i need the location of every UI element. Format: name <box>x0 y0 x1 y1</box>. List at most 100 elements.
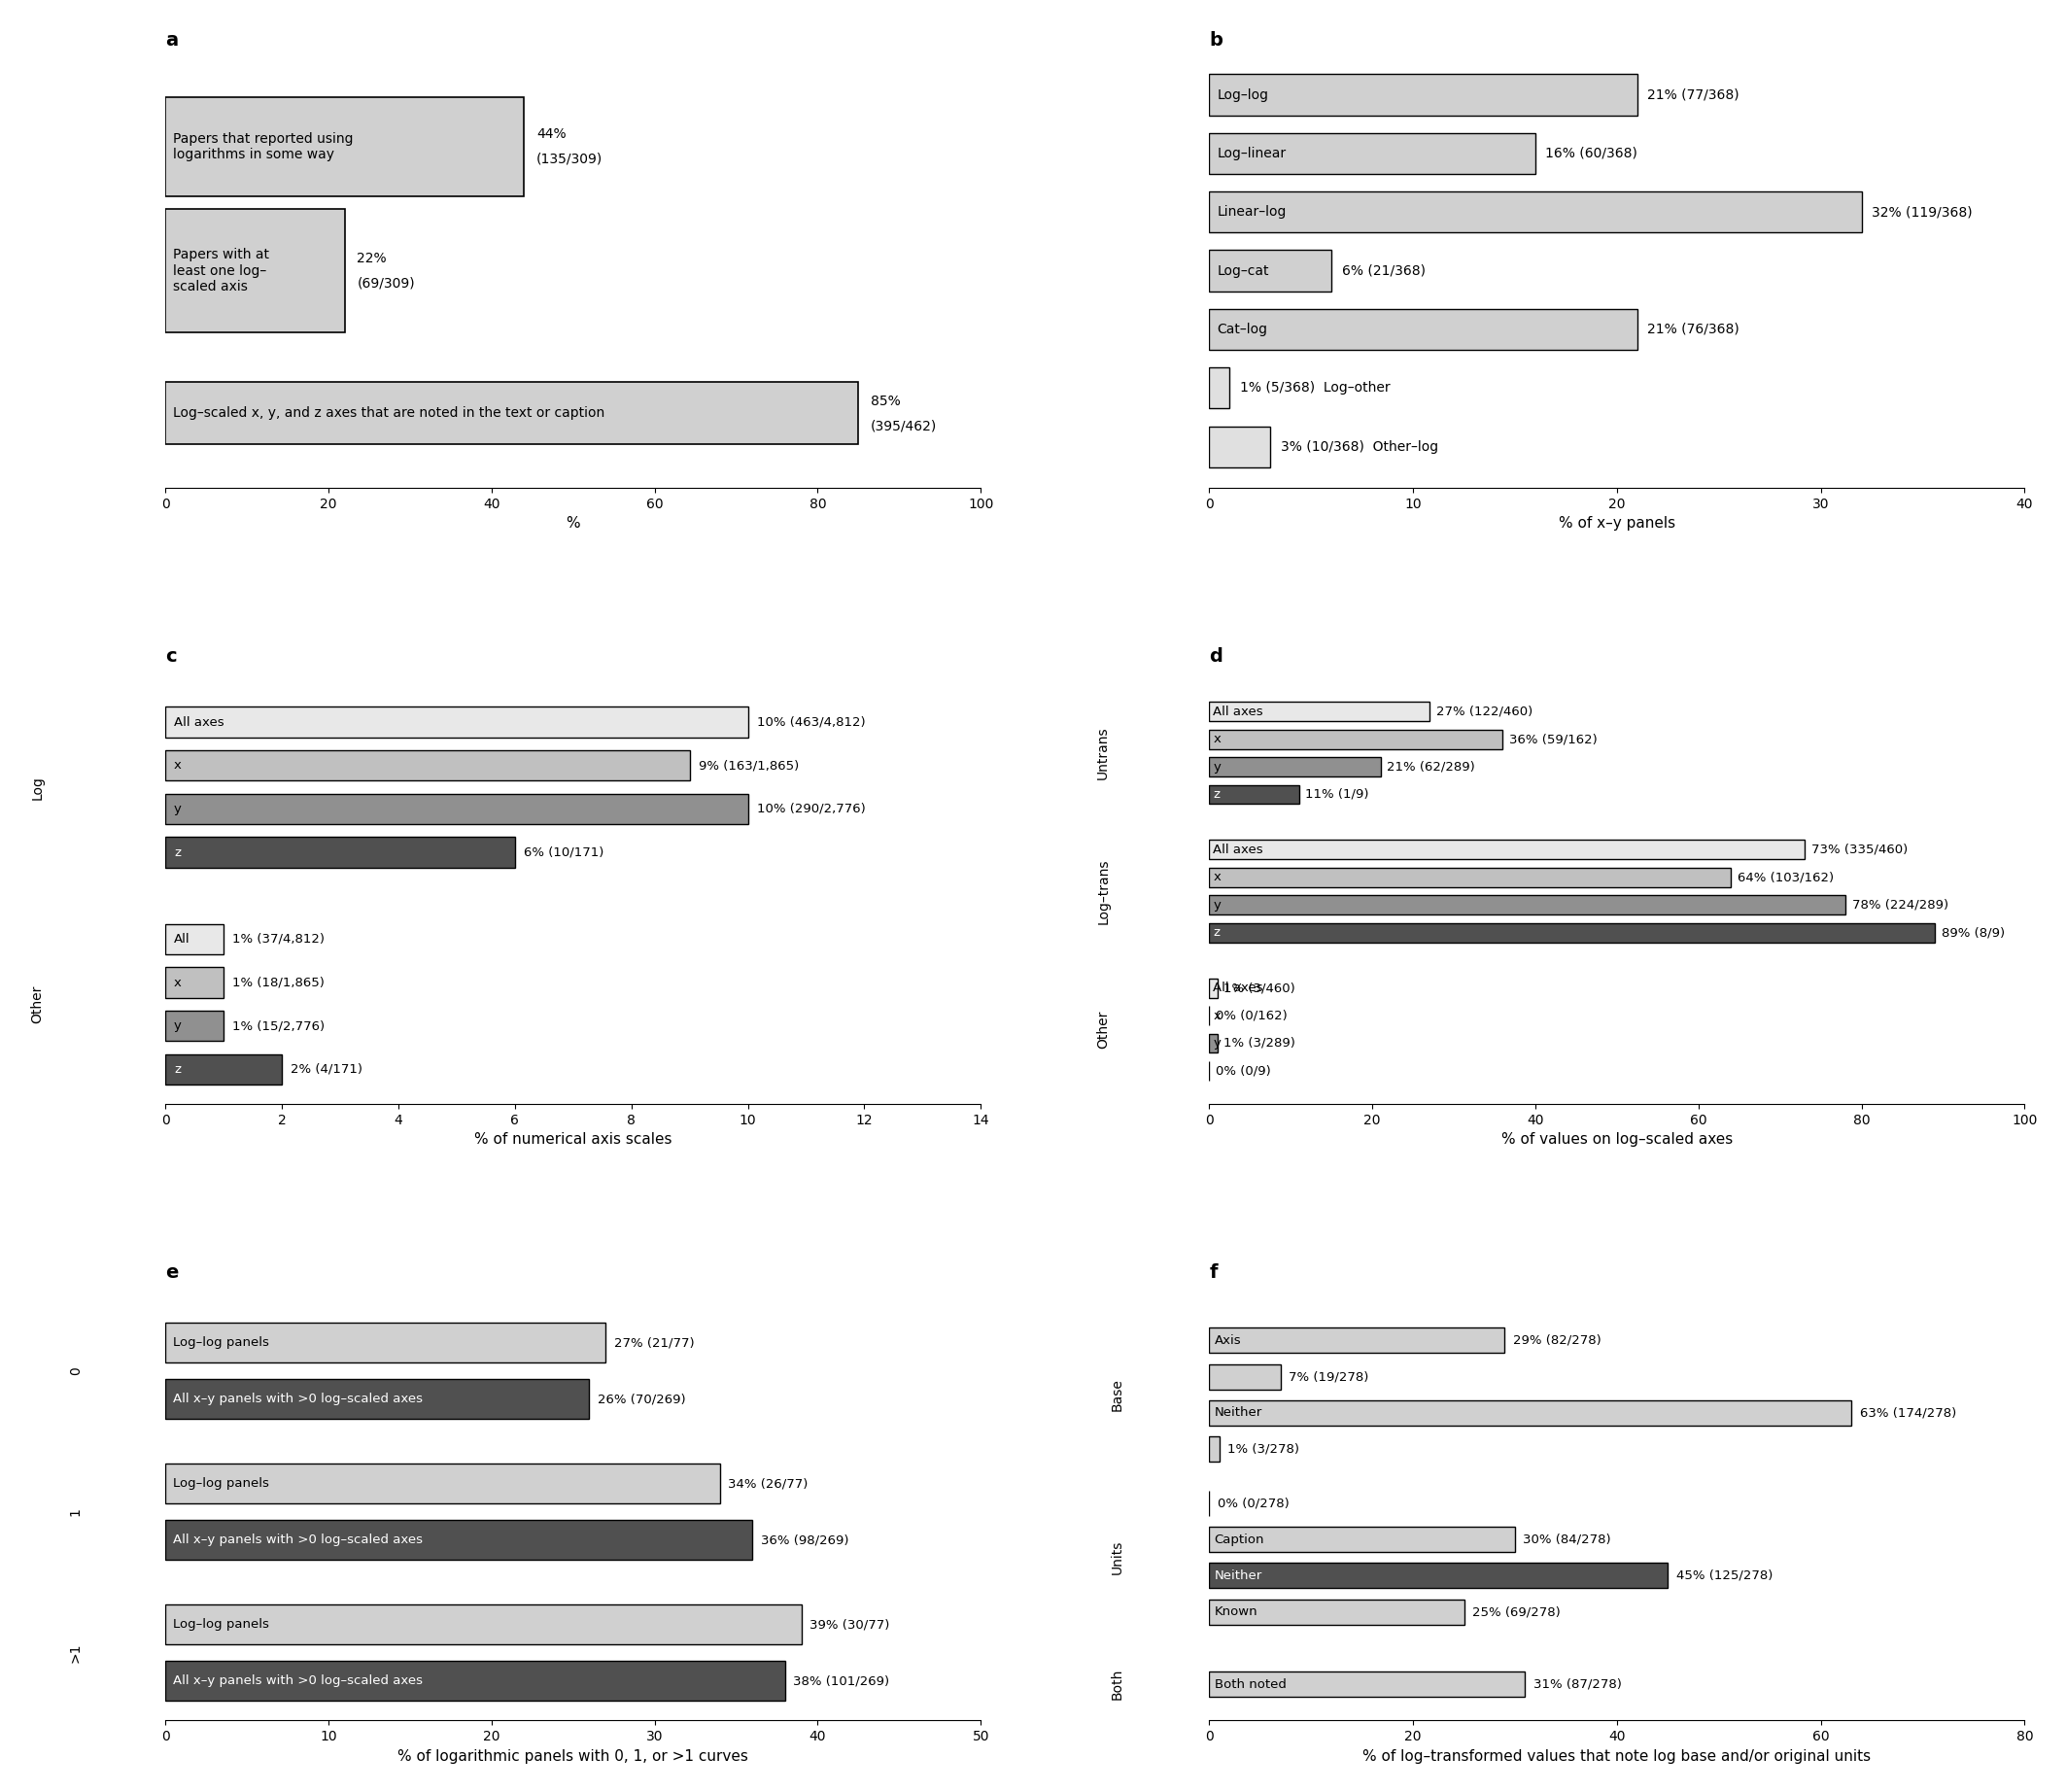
Text: 0% (0/9): 0% (0/9) <box>1215 1064 1271 1077</box>
Text: Neither: Neither <box>1215 1570 1262 1582</box>
Text: Other: Other <box>31 986 43 1023</box>
Text: e: e <box>165 1263 178 1281</box>
Bar <box>1209 702 1430 720</box>
Text: All x–y panels with >0 log–scaled axes: All x–y panels with >0 log–scaled axes <box>174 1392 424 1405</box>
Text: Log–linear: Log–linear <box>1217 147 1287 159</box>
Bar <box>1209 729 1502 749</box>
X-axis label: % of logarithmic panels with 0, 1, or >1 curves: % of logarithmic panels with 0, 1, or >1… <box>397 1749 748 1763</box>
Text: Papers with at
least one log–
scaled axis: Papers with at least one log– scaled axi… <box>174 249 271 294</box>
Text: 34% (26/77): 34% (26/77) <box>727 1477 808 1489</box>
Bar <box>1209 1563 1667 1588</box>
Text: 63% (174/278): 63% (174/278) <box>1859 1407 1957 1419</box>
Text: y: y <box>1213 900 1221 912</box>
Text: Neither: Neither <box>1215 1407 1262 1419</box>
Text: z: z <box>1213 926 1221 939</box>
Bar <box>1209 192 1861 233</box>
X-axis label: % of numerical axis scales: % of numerical axis scales <box>475 1133 671 1147</box>
Text: Log–scaled x, y, and z axes that are noted in the text or caption: Log–scaled x, y, and z axes that are not… <box>174 407 605 419</box>
Text: (135/309): (135/309) <box>537 152 603 167</box>
Text: f: f <box>1209 1263 1217 1281</box>
Text: All x–y panels with >0 log–scaled axes: All x–y panels with >0 log–scaled axes <box>174 1534 424 1546</box>
Text: Log–log panels: Log–log panels <box>174 1337 269 1349</box>
Bar <box>165 1661 785 1701</box>
Text: y: y <box>174 803 182 815</box>
Text: All: All <box>174 934 190 946</box>
Text: 45% (125/278): 45% (125/278) <box>1676 1570 1773 1582</box>
Text: 39% (30/77): 39% (30/77) <box>810 1618 890 1631</box>
Text: a: a <box>165 30 178 50</box>
Text: Both: Both <box>1112 1668 1124 1701</box>
Text: 1% (3/289): 1% (3/289) <box>1223 1038 1295 1050</box>
Bar <box>1209 1672 1525 1697</box>
Text: Units: Units <box>1112 1541 1124 1575</box>
Bar <box>1209 785 1300 805</box>
Bar <box>165 1322 605 1362</box>
Text: d: d <box>1209 647 1223 667</box>
Bar <box>1209 896 1845 914</box>
Bar <box>165 1011 223 1041</box>
X-axis label: %: % <box>566 516 581 530</box>
Text: 36% (59/162): 36% (59/162) <box>1510 733 1597 745</box>
Text: Caption: Caption <box>1215 1534 1264 1546</box>
Bar <box>165 968 223 998</box>
Text: 10% (463/4,812): 10% (463/4,812) <box>756 715 866 728</box>
Bar <box>1209 251 1331 292</box>
Bar <box>1209 923 1936 943</box>
Text: 21% (62/289): 21% (62/289) <box>1386 760 1475 772</box>
Text: z: z <box>174 1063 182 1075</box>
Text: Axis: Axis <box>1215 1335 1242 1348</box>
Text: 78% (224/289): 78% (224/289) <box>1851 900 1948 912</box>
Bar <box>165 97 525 197</box>
Text: 1% (3/278): 1% (3/278) <box>1227 1443 1300 1455</box>
Text: Log–log: Log–log <box>1217 88 1269 102</box>
Text: Known: Known <box>1215 1606 1258 1618</box>
Bar <box>1209 1400 1851 1426</box>
Bar <box>1209 1328 1504 1353</box>
Text: 9% (163/1,865): 9% (163/1,865) <box>698 760 800 772</box>
Text: Log: Log <box>31 776 43 799</box>
Text: 30% (84/278): 30% (84/278) <box>1523 1534 1611 1546</box>
Bar <box>165 1520 752 1559</box>
Bar <box>165 751 690 781</box>
Bar <box>165 1606 802 1645</box>
Text: (69/309): (69/309) <box>357 276 415 290</box>
Text: Base: Base <box>1112 1378 1124 1412</box>
Text: 2% (4/171): 2% (4/171) <box>291 1063 362 1075</box>
Text: c: c <box>165 647 176 667</box>
Bar <box>1209 133 1535 174</box>
Text: 1% (18/1,865): 1% (18/1,865) <box>231 977 324 989</box>
Text: 27% (122/460): 27% (122/460) <box>1436 706 1533 719</box>
Bar <box>165 1054 281 1084</box>
Text: 22%: 22% <box>357 251 386 265</box>
Text: 0: 0 <box>68 1367 83 1374</box>
Text: Both noted: Both noted <box>1215 1677 1285 1690</box>
Text: All axes: All axes <box>1213 706 1264 719</box>
Text: y: y <box>1213 760 1221 772</box>
Bar <box>1209 1527 1514 1552</box>
Text: x: x <box>1213 733 1221 745</box>
Text: x: x <box>1213 871 1221 883</box>
Text: 1% (15/2,776): 1% (15/2,776) <box>231 1020 324 1032</box>
Text: 44%: 44% <box>537 127 566 142</box>
Text: 1% (5/368)  Log–other: 1% (5/368) Log–other <box>1240 382 1390 394</box>
Text: 29% (82/278): 29% (82/278) <box>1512 1335 1601 1348</box>
Text: All x–y panels with >0 log–scaled axes: All x–y panels with >0 log–scaled axes <box>174 1674 424 1688</box>
Text: 3% (10/368)  Other–log: 3% (10/368) Other–log <box>1281 439 1438 453</box>
Text: y: y <box>1213 1038 1221 1050</box>
X-axis label: % of x–y panels: % of x–y panels <box>1558 516 1676 530</box>
Text: 10% (290/2,776): 10% (290/2,776) <box>756 803 866 815</box>
Text: All axes: All axes <box>1213 844 1264 857</box>
Text: b: b <box>1209 30 1223 50</box>
Text: 36% (98/269): 36% (98/269) <box>760 1534 849 1546</box>
Text: 25% (69/278): 25% (69/278) <box>1473 1606 1560 1618</box>
Text: Log–trans: Log–trans <box>1097 858 1109 925</box>
Text: Log–log panels: Log–log panels <box>174 1618 269 1631</box>
Bar <box>1209 1364 1281 1389</box>
Bar <box>1209 1598 1465 1625</box>
Text: Cat–log: Cat–log <box>1217 323 1269 337</box>
Text: 73% (335/460): 73% (335/460) <box>1812 844 1907 857</box>
Text: 16% (60/368): 16% (60/368) <box>1545 147 1638 159</box>
Text: >1: >1 <box>68 1643 83 1663</box>
X-axis label: % of log–transformed values that note log base and/or original units: % of log–transformed values that note lo… <box>1364 1749 1872 1763</box>
Bar <box>1209 867 1731 887</box>
